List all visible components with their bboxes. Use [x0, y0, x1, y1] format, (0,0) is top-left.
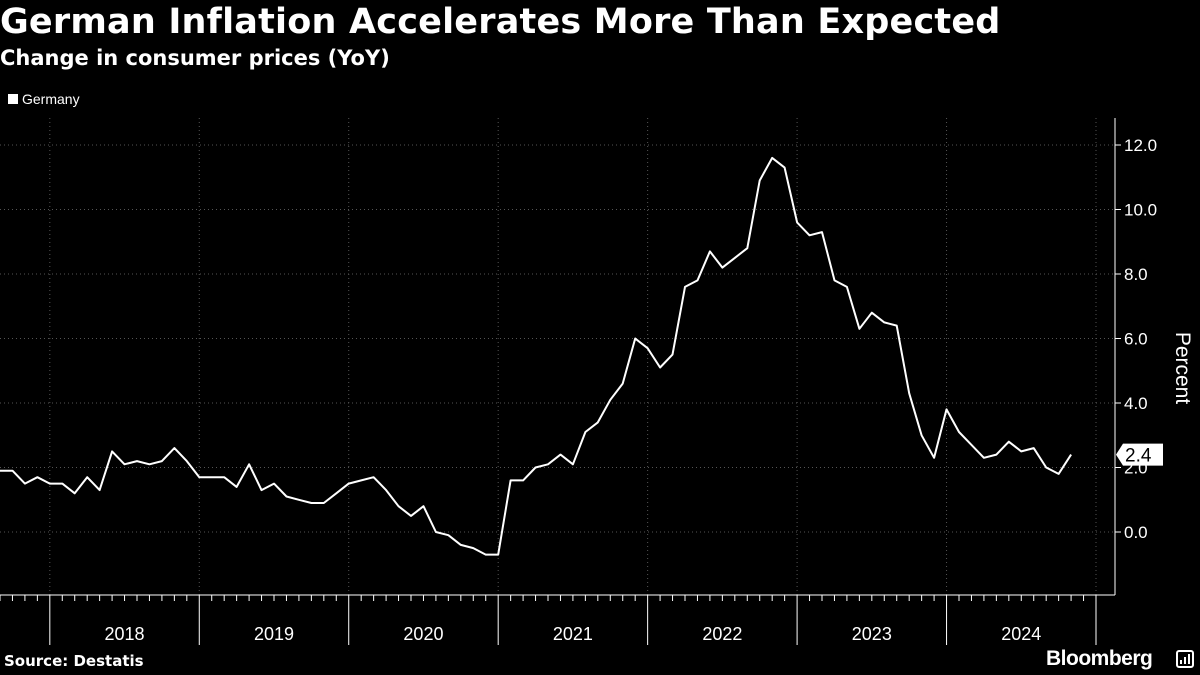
y-tick-label: 0.0 — [1124, 523, 1148, 542]
chart-subtitle: Change in consumer prices (YoY) — [0, 46, 390, 70]
legend-label-germany: Germany — [22, 91, 80, 107]
x-tick-label: 2020 — [403, 624, 443, 644]
y-tick-label: 8.0 — [1124, 265, 1148, 284]
last-value-callout — [1116, 443, 1163, 466]
x-tick-label: 2018 — [105, 624, 145, 644]
y-tick-label: 6.0 — [1124, 330, 1148, 349]
x-tick-label: 2019 — [254, 624, 294, 644]
x-tick-label: 2023 — [852, 624, 892, 644]
bloomberg-terminal-icon — [1176, 650, 1194, 668]
source-note: Source: Destatis — [4, 652, 144, 670]
y-axis-title: Percent — [1171, 332, 1194, 405]
last-value-label: 2.4 — [1125, 446, 1152, 467]
chart-title: German Inflation Accelerates More Than E… — [0, 2, 1001, 42]
series-line-germany — [0, 156, 1072, 556]
y-tick-label: 12.0 — [1124, 136, 1157, 155]
legend: Germany — [8, 91, 80, 107]
x-tick-label: 2021 — [553, 624, 593, 644]
y-tick-label: 10.0 — [1124, 201, 1157, 220]
legend-swatch — [8, 94, 18, 104]
x-tick-label: 2024 — [1001, 624, 1041, 644]
bloomberg-logo: Bloomberg — [1046, 647, 1153, 670]
y-tick-label: 4.0 — [1124, 394, 1148, 413]
x-tick-label: 2022 — [702, 624, 742, 644]
